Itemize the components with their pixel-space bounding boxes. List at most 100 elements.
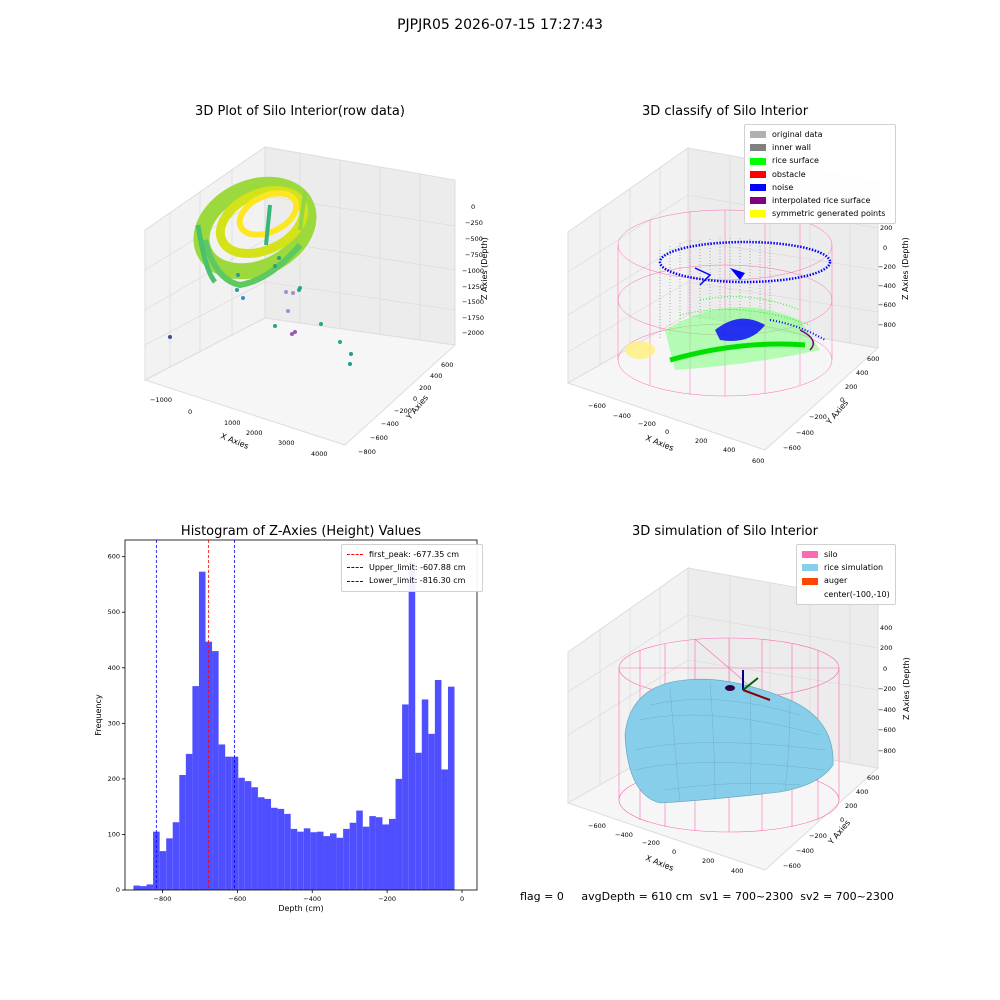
raw-3d-plot: −1000 0 1000 2000 3000 4000 −800 −600 −4…	[143, 146, 489, 458]
histogram-bar	[434, 680, 442, 890]
legend-swatch	[750, 183, 766, 191]
classify-x-ticks: −600 −400 −200 0 200 400 600	[588, 402, 764, 465]
y-tick: −600	[370, 434, 388, 442]
classify-3d-plot: −600 −400 −200 0 200 400 600 −600 −400 −…	[566, 147, 910, 465]
histogram-bar	[375, 817, 383, 890]
y-axis-label: Frequency	[94, 694, 103, 736]
histogram-bar	[330, 833, 337, 890]
legend-label: Lower_limit: -816.30 cm	[369, 576, 466, 586]
legend-label: center(-100,-10)	[824, 589, 890, 599]
sv2-value: sv2 = 700~2300	[800, 890, 894, 903]
y-tick: −800	[358, 448, 376, 456]
legend-label: rice surface	[772, 156, 819, 166]
x-ticks: −800 −600 −400 −200 0	[154, 890, 464, 903]
y-tick: 200	[419, 384, 431, 392]
x-tick: 2000	[246, 429, 263, 437]
legend-item: Upper_limit: -607.88 cm	[347, 561, 477, 574]
z-tick: −400	[878, 282, 896, 290]
y-tick: 400	[856, 369, 868, 377]
legend-item: first_peak: -677.35 cm	[347, 548, 477, 561]
z-tick: −200	[878, 685, 896, 693]
plot-frame	[124, 539, 478, 891]
histogram-bar	[336, 837, 344, 890]
histogram-bar	[257, 797, 265, 890]
y-tick: 600	[867, 355, 879, 363]
z-tick: −1000	[462, 267, 484, 275]
x-tick: −400	[615, 831, 633, 839]
raw-outlier-points	[168, 256, 353, 366]
z-tick: −200	[878, 263, 896, 271]
figure-title: PJPJR05 2026-07-15 17:27:43	[397, 17, 603, 33]
histogram-bar	[402, 704, 409, 890]
histogram-bar	[166, 838, 173, 890]
inner-wall-points	[659, 238, 771, 340]
x-tick: 600	[752, 457, 764, 465]
histogram-bar	[395, 778, 403, 890]
z-tick: −400	[878, 706, 896, 714]
simulation-3d-plot: −600 −400 −200 0 200 400 −600 −400 −200 …	[566, 567, 911, 875]
z-axis-label: Z Axies (Depth)	[901, 237, 910, 300]
y-tick-label: 600	[108, 553, 120, 561]
y-tick: 400	[430, 372, 442, 380]
legend-item: rice simulation	[802, 561, 890, 574]
histogram-bar	[277, 808, 285, 890]
x-tick: 0	[188, 408, 192, 416]
legend-swatch	[802, 591, 818, 598]
legend-swatch	[750, 170, 766, 178]
histogram-bar	[382, 824, 389, 890]
simulation-z-ticks: 400 200 0 −200 −400 −600 −800	[878, 624, 896, 755]
histogram-bar	[271, 807, 278, 890]
histogram-bar	[244, 781, 252, 890]
legend-label: obstacle	[772, 169, 806, 179]
legend-label: Upper_limit: -607.88 cm	[369, 563, 466, 573]
symmetric-points	[625, 341, 655, 359]
y-tick: 600	[441, 361, 453, 369]
x-tick: 400	[731, 867, 743, 875]
histogram-bar	[408, 562, 416, 890]
x-tick: −600	[588, 402, 606, 410]
y-tick: 200	[845, 383, 857, 391]
histogram-bar	[441, 769, 448, 890]
y-ticks: 0 100 200 300 400 500 600	[108, 553, 125, 894]
legend-item: silo	[802, 548, 890, 561]
x-tick: −600	[588, 822, 606, 830]
histogram-bar	[362, 826, 370, 890]
y-tick-label: 100	[108, 830, 120, 838]
legend-label: original data	[772, 130, 823, 139]
legend-line	[347, 554, 363, 556]
y-tick: 600	[867, 774, 879, 782]
histogram-chart: −800 −600 −400 −200 0 0 100 200 300 400 500 600 De…	[94, 539, 478, 913]
x-tick: 0	[665, 428, 669, 436]
x-tick: 0	[672, 848, 676, 856]
histogram-bar	[369, 816, 376, 890]
histogram-reference-lines	[155, 540, 235, 890]
histogram-bar	[290, 828, 298, 890]
histogram-bar	[218, 744, 226, 890]
legend-item: noise	[750, 181, 890, 194]
histogram-title: Histogram of Z-Axies (Height) Values	[180, 524, 422, 539]
histogram-bar	[179, 775, 186, 890]
rice-simulation-surface	[624, 678, 834, 804]
legend-swatch	[750, 157, 766, 165]
legend-label: noise	[772, 182, 794, 192]
histogram-bar	[447, 686, 455, 890]
histogram-bar	[212, 651, 219, 890]
histogram-bar	[205, 641, 213, 890]
x-tick-label: −800	[154, 895, 172, 903]
histogram-bar	[251, 787, 258, 890]
z-tick: 0	[883, 244, 887, 252]
y-tick: −600	[783, 862, 801, 870]
histogram-bar	[310, 832, 317, 890]
legend-label: interpolated rice surface	[772, 196, 871, 206]
legend-item: inner wall	[750, 141, 890, 154]
y-tick: −200	[809, 832, 827, 840]
histogram-bar	[238, 777, 245, 890]
z-tick: 200	[880, 224, 892, 232]
noise-points	[658, 240, 832, 341]
histogram-bar	[421, 699, 429, 890]
legend-label: silo	[824, 550, 838, 559]
y-tick: 0	[413, 395, 417, 403]
y-tick: 0	[840, 816, 844, 824]
y-tick: 0	[840, 396, 844, 404]
y-tick: 200	[845, 802, 857, 810]
